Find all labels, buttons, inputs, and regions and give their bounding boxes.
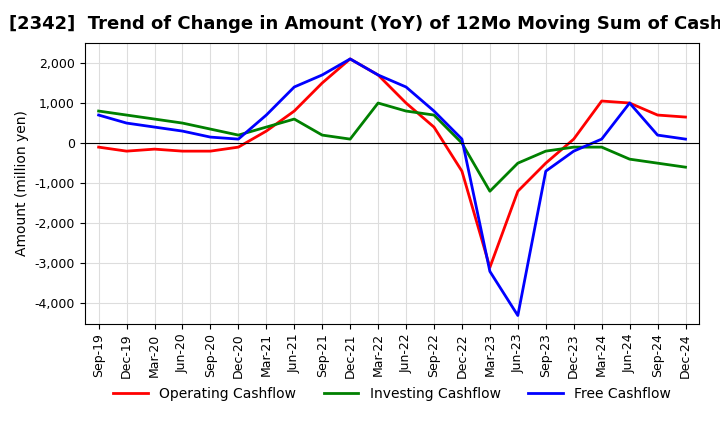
Investing Cashflow [262,125,271,130]
Free Cashflow [374,72,382,77]
Operating Cashflow [681,114,690,120]
Operating Cashflow [430,125,438,130]
Free Cashflow [206,135,215,140]
Free Cashflow [346,56,354,62]
Operating Cashflow [570,136,578,142]
Free Cashflow [234,136,243,142]
Investing Cashflow [318,132,326,138]
Investing Cashflow [346,136,354,142]
Operating Cashflow [513,189,522,194]
Investing Cashflow [374,100,382,106]
Legend: Operating Cashflow, Investing Cashflow, Free Cashflow: Operating Cashflow, Investing Cashflow, … [107,381,677,407]
Investing Cashflow [150,117,159,122]
Investing Cashflow [178,121,186,126]
Free Cashflow [681,136,690,142]
Free Cashflow [402,84,410,90]
Free Cashflow [653,132,662,138]
Y-axis label: Amount (million yen): Amount (million yen) [15,110,29,256]
Line: Investing Cashflow: Investing Cashflow [99,103,685,191]
Operating Cashflow [625,100,634,106]
Investing Cashflow [122,112,131,117]
Line: Operating Cashflow: Operating Cashflow [99,59,685,268]
Investing Cashflow [653,161,662,166]
Free Cashflow [541,169,550,174]
Operating Cashflow [318,81,326,86]
Operating Cashflow [262,128,271,134]
Investing Cashflow [598,144,606,150]
Operating Cashflow [485,265,494,270]
Operating Cashflow [653,112,662,117]
Operating Cashflow [290,108,299,114]
Investing Cashflow [94,108,103,114]
Operating Cashflow [458,169,467,174]
Free Cashflow [262,112,271,117]
Operating Cashflow [150,147,159,152]
Investing Cashflow [430,112,438,117]
Free Cashflow [570,148,578,154]
Free Cashflow [430,108,438,114]
Operating Cashflow [94,144,103,150]
Operating Cashflow [206,148,215,154]
Free Cashflow [290,84,299,90]
Investing Cashflow [570,144,578,150]
Operating Cashflow [374,72,382,77]
Investing Cashflow [458,140,467,146]
Free Cashflow [122,121,131,126]
Investing Cashflow [625,157,634,162]
Free Cashflow [485,269,494,274]
Operating Cashflow [598,99,606,104]
Free Cashflow [150,125,159,130]
Title: [2342]  Trend of Change in Amount (YoY) of 12Mo Moving Sum of Cashflows: [2342] Trend of Change in Amount (YoY) o… [9,15,720,33]
Free Cashflow [598,136,606,142]
Free Cashflow [318,72,326,77]
Operating Cashflow [234,144,243,150]
Operating Cashflow [402,100,410,106]
Investing Cashflow [681,165,690,170]
Investing Cashflow [234,132,243,138]
Free Cashflow [513,313,522,318]
Operating Cashflow [346,56,354,62]
Free Cashflow [458,136,467,142]
Operating Cashflow [122,148,131,154]
Investing Cashflow [513,161,522,166]
Investing Cashflow [541,148,550,154]
Operating Cashflow [541,161,550,166]
Investing Cashflow [402,108,410,114]
Investing Cashflow [485,189,494,194]
Line: Free Cashflow: Free Cashflow [99,59,685,315]
Investing Cashflow [290,117,299,122]
Free Cashflow [94,112,103,117]
Free Cashflow [178,128,186,134]
Operating Cashflow [178,148,186,154]
Free Cashflow [625,100,634,106]
Investing Cashflow [206,126,215,132]
